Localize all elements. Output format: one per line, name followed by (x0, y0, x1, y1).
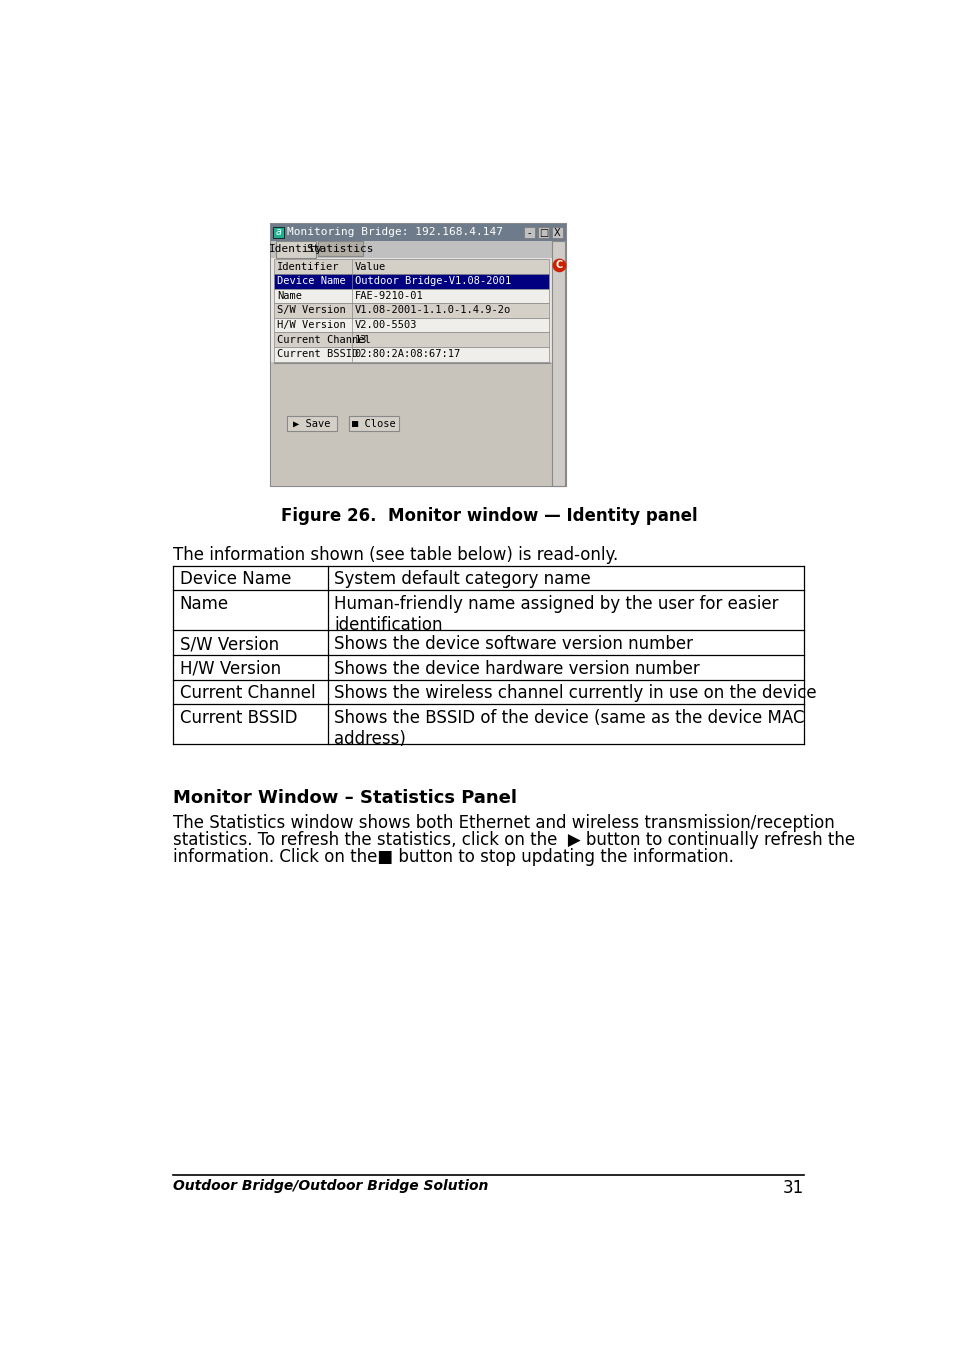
Text: Outdoor Bridge-V1.08-2001: Outdoor Bridge-V1.08-2001 (355, 276, 511, 287)
Text: Name: Name (179, 595, 229, 612)
Bar (274, 333, 548, 347)
Text: Current Channel: Current Channel (277, 335, 371, 345)
Text: 13: 13 (355, 335, 367, 345)
Text: Monitoring Bridge: 192.168.4.147: Monitoring Bridge: 192.168.4.147 (287, 227, 503, 238)
Bar (274, 347, 548, 362)
Text: Name: Name (277, 291, 302, 301)
Text: The Statistics window shows both Ethernet and wireless transmission/reception: The Statistics window shows both Etherne… (173, 814, 835, 831)
Bar (348, 416, 398, 431)
Text: System default category name: System default category name (334, 571, 590, 588)
Text: Value: Value (355, 261, 386, 272)
Text: FAE-9210-01: FAE-9210-01 (355, 291, 423, 301)
Text: statistics. To refresh the statistics, click on the  ▶ button to continually ref: statistics. To refresh the statistics, c… (173, 830, 855, 849)
Text: H/W Version: H/W Version (277, 320, 346, 330)
Bar (173, 591, 803, 630)
Text: H/W Version: H/W Version (179, 660, 280, 677)
Circle shape (553, 260, 565, 272)
Bar (173, 704, 803, 745)
Text: Current BSSID: Current BSSID (179, 708, 297, 727)
Text: -: - (527, 227, 531, 238)
Text: ▶ Save: ▶ Save (293, 419, 331, 429)
Bar (271, 362, 565, 485)
Text: Current BSSID: Current BSSID (277, 349, 358, 360)
Text: The information shown (see table below) is read-only.: The information shown (see table below) … (173, 546, 618, 564)
Bar (173, 654, 803, 680)
Bar (271, 258, 551, 485)
Bar (317, 241, 362, 256)
Bar (552, 241, 564, 485)
Bar (275, 241, 315, 258)
Text: Shows the device hardware version number: Shows the device hardware version number (334, 660, 699, 677)
Text: Current Channel: Current Channel (179, 684, 315, 702)
Bar (537, 227, 549, 238)
Bar (173, 680, 803, 704)
Text: ■ Close: ■ Close (352, 419, 395, 429)
Text: S/W Version: S/W Version (277, 306, 346, 315)
Text: S/W Version: S/W Version (179, 635, 278, 653)
Text: Device Name: Device Name (277, 276, 346, 287)
Text: V2.00-5503: V2.00-5503 (355, 320, 416, 330)
Text: C: C (556, 261, 562, 270)
Text: Shows the wireless channel currently in use on the device: Shows the wireless channel currently in … (334, 684, 816, 702)
Text: a: a (275, 227, 281, 238)
Text: □: □ (538, 227, 548, 238)
Bar (274, 260, 548, 274)
Text: Shows the device software version number: Shows the device software version number (334, 635, 692, 653)
Bar (274, 318, 548, 333)
Text: X: X (554, 227, 560, 238)
Bar (173, 630, 803, 654)
Text: Statistics: Statistics (306, 245, 374, 254)
Bar (271, 224, 565, 485)
Text: V1.08-2001-1.1.0-1.4.9-2o: V1.08-2001-1.1.0-1.4.9-2o (355, 306, 511, 315)
Bar (274, 261, 548, 485)
Text: 31: 31 (782, 1179, 803, 1197)
Text: Monitor Window – Statistics Panel: Monitor Window – Statistics Panel (173, 790, 517, 807)
Text: Human-friendly name assigned by the user for easier
identification: Human-friendly name assigned by the user… (334, 595, 778, 634)
Text: Figure 26.  Monitor window — Identity panel: Figure 26. Monitor window — Identity pan… (280, 507, 697, 525)
Bar (274, 288, 548, 303)
Bar (523, 227, 535, 238)
Bar (173, 565, 803, 591)
Text: Shows the BSSID of the device (same as the device MAC
address): Shows the BSSID of the device (same as t… (334, 708, 803, 748)
Bar (274, 274, 548, 288)
Text: Device Name: Device Name (179, 571, 291, 588)
Bar (271, 224, 565, 241)
Bar (271, 241, 565, 258)
Text: 02:80:2A:08:67:17: 02:80:2A:08:67:17 (355, 349, 460, 360)
Bar (551, 227, 562, 238)
Text: Outdoor Bridge/Outdoor Bridge Solution: Outdoor Bridge/Outdoor Bridge Solution (173, 1179, 488, 1192)
Text: Identity: Identity (269, 245, 323, 254)
Bar (286, 416, 336, 431)
Bar (273, 227, 284, 238)
Text: Identifier: Identifier (277, 261, 339, 272)
Bar (274, 303, 548, 318)
Text: information. Click on the■ button to stop updating the information.: information. Click on the■ button to sto… (173, 848, 734, 865)
